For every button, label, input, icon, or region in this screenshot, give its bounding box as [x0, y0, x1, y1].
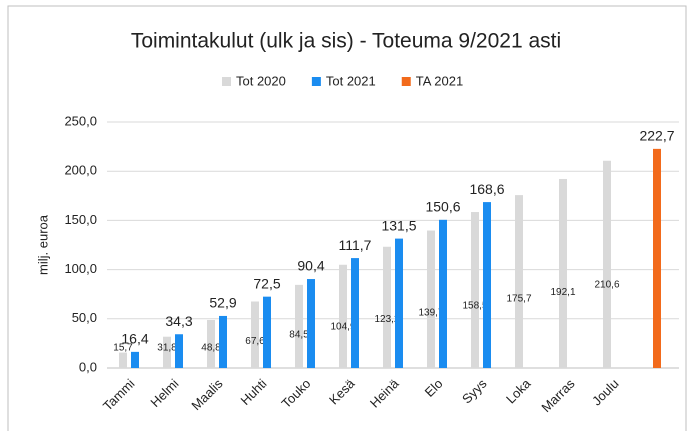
bar	[439, 219, 447, 368]
bar	[219, 315, 227, 368]
data-label: 84,5	[289, 329, 309, 340]
data-label: 175,7	[506, 293, 531, 304]
data-label: 90,4	[297, 258, 324, 274]
bar	[471, 212, 479, 368]
data-label: 158,5	[462, 300, 487, 311]
data-label: 168,6	[469, 181, 504, 197]
bar	[207, 319, 215, 368]
chart-title: Toimintakulut (ulk ja sis) - Toteuma 9/2…	[131, 30, 561, 53]
legend-swatch	[222, 77, 231, 86]
y-tick-label: 150,0	[64, 212, 97, 227]
data-label: 67,6	[245, 336, 265, 347]
data-label: 31,8	[157, 343, 177, 354]
y-tick-label: 0,0	[79, 359, 97, 374]
data-label: 210,6	[594, 280, 619, 291]
bar	[251, 301, 259, 368]
legend-swatch	[311, 77, 321, 86]
bar	[163, 336, 171, 368]
y-tick-label: 50,0	[72, 310, 97, 325]
bar	[339, 264, 347, 368]
legend-label: TA 2021	[416, 73, 463, 88]
data-label: 150,6	[425, 199, 460, 215]
bar	[395, 238, 403, 368]
y-tick-label: 100,0	[64, 261, 97, 276]
bar	[559, 178, 567, 368]
data-label: 15,7	[113, 343, 133, 354]
bar	[263, 296, 271, 368]
bar	[383, 246, 391, 368]
bar	[427, 230, 435, 368]
y-tick-label: 200,0	[64, 163, 97, 178]
bar	[131, 351, 139, 368]
data-label: 123,2	[374, 314, 399, 325]
data-label: 111,7	[339, 237, 372, 253]
bar	[483, 202, 491, 368]
data-label: 72,5	[253, 275, 280, 291]
data-label: 192,1	[550, 287, 575, 298]
bar	[653, 148, 661, 368]
bar	[603, 160, 611, 368]
data-label: 52,9	[209, 295, 236, 311]
data-label: 131,5	[381, 217, 416, 233]
data-label: 104,9	[330, 321, 355, 332]
bar	[295, 284, 303, 368]
data-label: 222,7	[639, 128, 674, 144]
legend-label: Tot 2020	[236, 73, 286, 88]
bar	[119, 352, 127, 368]
legend-swatch	[401, 77, 411, 86]
legend-label: Tot 2021	[326, 73, 376, 88]
bar	[351, 258, 359, 368]
data-label: 48,8	[201, 343, 221, 354]
y-axis-label: milj. euroa	[35, 214, 50, 275]
y-tick-label: 250,0	[64, 113, 97, 128]
data-label: 139,7	[418, 308, 443, 319]
bar	[515, 195, 523, 368]
data-label: 34,3	[165, 313, 192, 329]
data-label: 16,4	[121, 331, 148, 347]
bar	[307, 279, 315, 368]
bar	[175, 334, 183, 368]
